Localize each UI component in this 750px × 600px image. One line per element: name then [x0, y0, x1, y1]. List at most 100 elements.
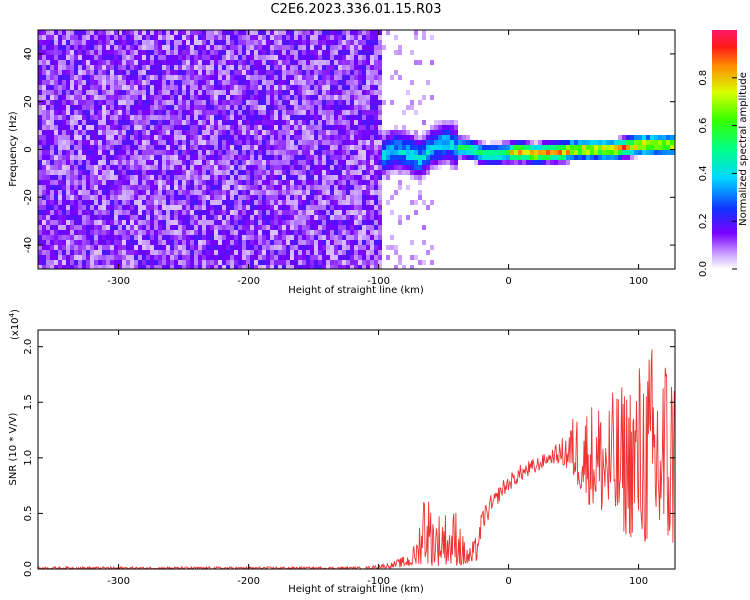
spectrogram-cell — [290, 95, 294, 100]
spectrogram-cell — [170, 210, 174, 215]
spectrogram-cell — [326, 255, 330, 260]
spectrogram-cell — [154, 240, 158, 245]
spectrogram-cell — [338, 105, 342, 110]
spectrogram-cell — [242, 180, 246, 185]
spectrogram-cell — [118, 110, 122, 115]
spectrogram-cell — [46, 175, 50, 180]
spectrogram-cell — [46, 135, 50, 140]
spectrogram-cell — [498, 150, 502, 155]
spectrogram-cell — [74, 120, 78, 125]
spectrogram-cell — [154, 105, 158, 110]
spectrogram-cell — [338, 170, 342, 175]
spectrogram-cell — [422, 95, 426, 100]
spectrogram-cell — [90, 85, 94, 90]
spectrogram-cell — [374, 145, 378, 150]
spectrogram-cell — [314, 120, 318, 125]
spectrogram-cell — [134, 120, 138, 125]
spectrogram-cell — [230, 130, 234, 135]
spectrogram-cell — [210, 95, 214, 100]
spectrogram-cell — [426, 160, 430, 165]
spectrogram-cell — [174, 265, 178, 269]
spectrogram-cell — [246, 225, 250, 230]
spectrogram-cell — [250, 260, 254, 265]
spectrogram-cell — [122, 190, 126, 195]
spectrogram-cell — [74, 100, 78, 105]
spectrogram-cell — [310, 255, 314, 260]
spectrogram-cell — [62, 165, 66, 170]
spectrogram-cell — [138, 70, 142, 75]
spectrogram-cell — [190, 115, 194, 120]
spectrogram-cell — [206, 75, 210, 80]
spectrogram-cell — [110, 230, 114, 235]
spectrogram-cell — [182, 160, 186, 165]
spectrogram-cell — [230, 235, 234, 240]
spectrogram-cell — [466, 140, 470, 145]
spectrogram-cell — [282, 135, 286, 140]
spectrogram-cell — [170, 220, 174, 225]
spectrogram-cell — [318, 60, 322, 65]
spectrogram-cell — [66, 125, 70, 130]
spectrogram-cell — [254, 150, 258, 155]
spectrogram-cell — [282, 245, 286, 250]
spectrogram-cell — [214, 235, 218, 240]
spectrogram-cell — [94, 265, 98, 269]
spectrogram-cell — [346, 75, 350, 80]
spectrogram-cell — [182, 50, 186, 55]
spectrogram-cell — [102, 125, 106, 130]
spectrogram-cell — [298, 140, 302, 145]
spectrogram-cell — [266, 145, 270, 150]
spectrogram-cell — [166, 65, 170, 70]
spectrogram-cell — [290, 150, 294, 155]
spectrogram-cell — [82, 145, 86, 150]
spectrogram-cell — [250, 35, 254, 40]
spectrogram-cell — [86, 160, 90, 165]
spectrogram-cell — [394, 130, 398, 135]
spectrogram-cell — [378, 65, 382, 70]
spectrogram-cell — [510, 160, 514, 165]
spectrogram-cell — [186, 60, 190, 65]
spectrogram-cell — [506, 155, 510, 160]
spectrogram-cell — [186, 215, 190, 220]
spectrogram-cell — [58, 70, 62, 75]
spectrogram-y-tick-label: 0 — [23, 146, 34, 152]
spectrogram-cell — [238, 60, 242, 65]
spectrogram-cell — [286, 180, 290, 185]
spectrogram-cell — [354, 195, 358, 200]
spectrogram-cell — [542, 160, 546, 165]
spectrogram-cell — [250, 235, 254, 240]
spectrogram-cell — [198, 110, 202, 115]
spectrogram-cell — [130, 90, 134, 95]
spectrogram-cell — [322, 255, 326, 260]
spectrogram-cell — [422, 135, 426, 140]
spectrogram-cell — [274, 220, 278, 225]
spectrogram-cell — [334, 210, 338, 215]
spectrogram-cell — [386, 165, 390, 170]
spectrogram-cell — [582, 155, 586, 160]
spectrogram-cell — [394, 35, 398, 40]
spectrogram-cell — [42, 190, 46, 195]
spectrogram-cell — [426, 165, 430, 170]
spectrogram-cell — [234, 205, 238, 210]
spectrogram-cell — [318, 215, 322, 220]
spectrogram-cell — [270, 75, 274, 80]
spectrogram-cell — [94, 95, 98, 100]
spectrogram-cell — [238, 40, 242, 45]
spectrogram-cell — [74, 75, 78, 80]
spectrogram-cell — [298, 40, 302, 45]
spectrogram-cell — [102, 250, 106, 255]
spectrogram-cell — [514, 160, 518, 165]
spectrogram-cell — [330, 75, 334, 80]
spectrogram-cell — [106, 255, 110, 260]
spectrogram-cell — [238, 50, 242, 55]
spectrogram-cell — [278, 240, 282, 245]
spectrogram-cell — [342, 130, 346, 135]
spectrogram-cell — [190, 220, 194, 225]
spectrogram-x-tick-label: 0 — [505, 276, 511, 287]
spectrogram-cell — [434, 150, 438, 155]
spectrogram-cell — [354, 260, 358, 265]
spectrogram-cell — [138, 35, 142, 40]
spectrogram-cell — [510, 155, 514, 160]
spectrogram-cell — [166, 50, 170, 55]
spectrogram-cell — [342, 235, 346, 240]
spectrogram-cell — [358, 175, 362, 180]
